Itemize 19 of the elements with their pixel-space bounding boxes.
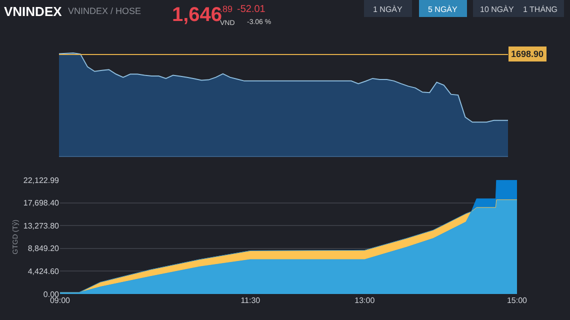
y-tick-label: 17,698.40 [23, 198, 60, 208]
text: 1 NGÀY [373, 5, 404, 14]
x-tick-label: 15:00 [506, 296, 528, 305]
text: 1 THÁNG [523, 5, 558, 14]
x-tick-label: 13:00 [354, 296, 376, 305]
text: 1698.90 [511, 49, 544, 59]
text: 10 NGÀY [480, 5, 514, 14]
text: .89 [220, 4, 233, 14]
chart-subtitle: VNINDEX / HOSE [68, 6, 142, 16]
y-tick-label: 13,273.80 [23, 221, 60, 230]
y-tick-label: 22,122.99 [23, 176, 60, 185]
y-tick-label: 4,424.60 [28, 267, 60, 276]
y-tick-label: 8,849.20 [28, 244, 60, 254]
chart-title: VNINDEX [4, 4, 62, 19]
y-tick-label: 0.00 [43, 290, 60, 299]
x-tick-label: 09:00 [50, 296, 71, 305]
text: -52.01 [237, 4, 266, 15]
x-tick-label: 11:30 [240, 296, 261, 305]
text: 5 NGÀY [428, 5, 458, 14]
